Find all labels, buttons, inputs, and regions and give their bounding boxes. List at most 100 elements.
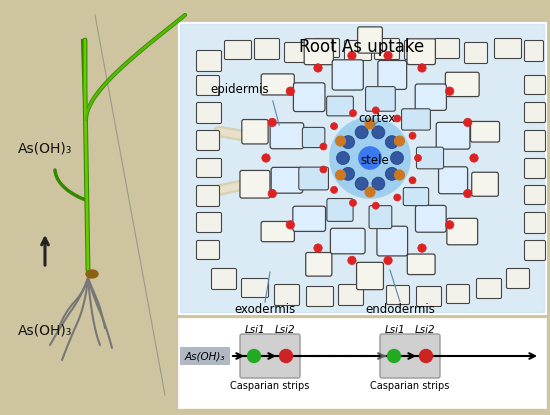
Circle shape <box>330 118 410 198</box>
FancyBboxPatch shape <box>465 42 487 63</box>
FancyBboxPatch shape <box>338 285 364 305</box>
Circle shape <box>372 126 385 139</box>
FancyBboxPatch shape <box>525 186 546 205</box>
Bar <box>0 0 178 415</box>
FancyBboxPatch shape <box>494 39 521 59</box>
Text: As(OH)₃: As(OH)₃ <box>18 141 73 155</box>
Text: Root As uptake: Root As uptake <box>299 38 425 56</box>
FancyBboxPatch shape <box>525 41 543 61</box>
FancyBboxPatch shape <box>270 123 304 149</box>
FancyBboxPatch shape <box>436 122 470 149</box>
FancyBboxPatch shape <box>224 41 251 59</box>
FancyBboxPatch shape <box>196 51 222 71</box>
Circle shape <box>314 244 322 252</box>
Text: As(OH)₃: As(OH)₃ <box>18 323 73 337</box>
FancyBboxPatch shape <box>327 96 353 116</box>
FancyBboxPatch shape <box>212 269 236 290</box>
FancyBboxPatch shape <box>447 218 477 245</box>
FancyBboxPatch shape <box>476 278 502 298</box>
FancyBboxPatch shape <box>525 159 546 178</box>
FancyBboxPatch shape <box>327 198 353 221</box>
FancyBboxPatch shape <box>438 167 468 194</box>
Text: Lsi1: Lsi1 <box>245 325 266 335</box>
FancyBboxPatch shape <box>196 130 219 151</box>
Bar <box>178 22 546 314</box>
Circle shape <box>336 136 345 146</box>
Circle shape <box>348 51 356 60</box>
FancyBboxPatch shape <box>358 27 382 53</box>
FancyBboxPatch shape <box>375 39 399 59</box>
FancyBboxPatch shape <box>196 212 222 232</box>
Circle shape <box>464 118 472 127</box>
Text: stele: stele <box>361 154 389 166</box>
Circle shape <box>470 154 478 162</box>
FancyBboxPatch shape <box>196 76 219 95</box>
Circle shape <box>320 143 327 150</box>
Circle shape <box>342 136 355 149</box>
FancyBboxPatch shape <box>471 122 499 142</box>
FancyBboxPatch shape <box>525 76 546 95</box>
Circle shape <box>420 349 432 362</box>
FancyBboxPatch shape <box>293 206 326 232</box>
Circle shape <box>342 167 355 181</box>
FancyBboxPatch shape <box>416 147 443 169</box>
Text: Casparian strips: Casparian strips <box>370 381 450 391</box>
Text: exodermis: exodermis <box>234 303 296 316</box>
FancyBboxPatch shape <box>356 262 383 290</box>
Text: cortex: cortex <box>358 112 395 124</box>
Text: Lsi2: Lsi2 <box>414 325 435 335</box>
Ellipse shape <box>86 270 98 278</box>
Circle shape <box>268 189 277 198</box>
FancyBboxPatch shape <box>242 120 268 144</box>
Circle shape <box>394 170 404 180</box>
FancyBboxPatch shape <box>271 167 302 193</box>
Circle shape <box>248 349 261 362</box>
FancyBboxPatch shape <box>408 254 435 275</box>
FancyBboxPatch shape <box>332 60 364 90</box>
FancyBboxPatch shape <box>369 205 392 229</box>
Circle shape <box>388 349 400 362</box>
Circle shape <box>409 132 416 139</box>
Circle shape <box>336 170 345 180</box>
Circle shape <box>286 221 295 229</box>
FancyBboxPatch shape <box>407 39 436 65</box>
Circle shape <box>331 123 338 129</box>
Circle shape <box>464 189 472 198</box>
FancyBboxPatch shape <box>404 41 432 59</box>
FancyBboxPatch shape <box>306 286 333 307</box>
Text: As(OH)₃: As(OH)₃ <box>185 351 226 361</box>
Circle shape <box>262 154 270 162</box>
FancyBboxPatch shape <box>261 222 294 242</box>
Circle shape <box>355 177 368 190</box>
FancyBboxPatch shape <box>196 103 222 124</box>
FancyBboxPatch shape <box>525 130 546 151</box>
Circle shape <box>384 256 392 265</box>
Circle shape <box>390 151 404 164</box>
Circle shape <box>394 136 404 146</box>
Text: Lsi2: Lsi2 <box>274 325 295 335</box>
FancyBboxPatch shape <box>387 286 410 305</box>
FancyBboxPatch shape <box>331 228 365 254</box>
FancyBboxPatch shape <box>196 186 219 207</box>
FancyBboxPatch shape <box>304 39 333 65</box>
Bar <box>178 318 546 408</box>
Circle shape <box>314 64 322 72</box>
FancyBboxPatch shape <box>525 241 546 261</box>
Circle shape <box>394 115 401 122</box>
Circle shape <box>409 177 416 184</box>
Circle shape <box>384 51 392 60</box>
FancyBboxPatch shape <box>240 334 300 378</box>
Circle shape <box>349 110 356 117</box>
FancyBboxPatch shape <box>378 61 406 89</box>
FancyBboxPatch shape <box>306 252 332 276</box>
FancyBboxPatch shape <box>196 159 222 178</box>
FancyBboxPatch shape <box>403 188 428 205</box>
Circle shape <box>415 154 421 161</box>
FancyBboxPatch shape <box>293 83 325 112</box>
Text: endodermis: endodermis <box>365 303 435 316</box>
Text: Casparian strips: Casparian strips <box>230 381 310 391</box>
FancyBboxPatch shape <box>284 42 307 63</box>
FancyBboxPatch shape <box>416 286 442 307</box>
FancyBboxPatch shape <box>274 285 300 305</box>
Circle shape <box>446 87 454 95</box>
